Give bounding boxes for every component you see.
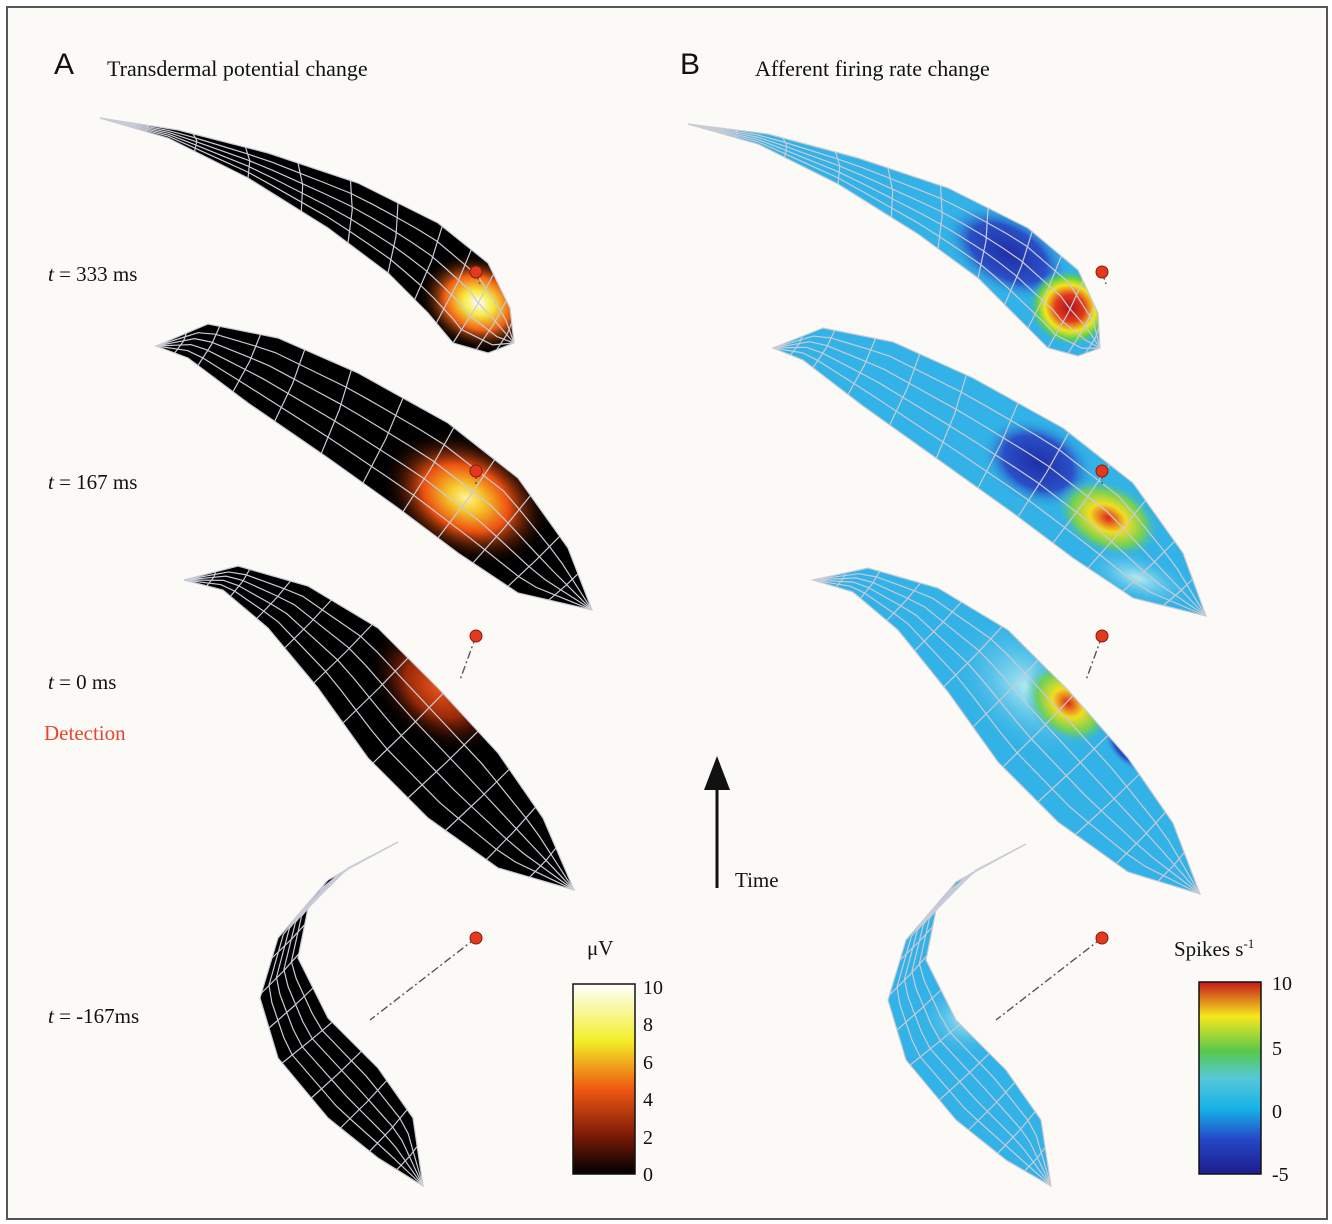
colorbar-a-unit: μV bbox=[587, 936, 614, 960]
time-label-0: t = 0 ms bbox=[48, 670, 117, 694]
colorbar-a-tick: 4 bbox=[643, 1089, 653, 1111]
fish-b-167 bbox=[771, 327, 1207, 617]
panel-b-title: Afferent firing rate change bbox=[755, 56, 990, 81]
colorbar-b-tick: 10 bbox=[1272, 973, 1292, 995]
fish-mesh-artwork bbox=[99, 117, 1262, 1188]
colorbar-a-tick: 8 bbox=[643, 1014, 653, 1036]
time-label-333: t = 333 ms bbox=[48, 262, 138, 286]
colorbar-a bbox=[572, 983, 636, 1175]
prey-dot bbox=[469, 931, 483, 945]
colorbar-a-tick: 6 bbox=[643, 1052, 653, 1074]
fish-a-167-mesh bbox=[154, 323, 593, 611]
time-label-minus167: t = -167ms bbox=[48, 1004, 140, 1028]
panel-a-letter: A bbox=[54, 48, 75, 81]
fish-b-minus167 bbox=[887, 843, 1052, 1188]
colorbar-a-tick: 10 bbox=[643, 977, 663, 999]
panel-b-letter: B bbox=[680, 48, 701, 81]
detection-label: Detection bbox=[44, 721, 126, 745]
prey-dot bbox=[469, 629, 483, 643]
prey-dot bbox=[469, 265, 483, 279]
fish-b-minus167-body bbox=[888, 844, 1051, 1186]
colorbar-a-tick: 0 bbox=[643, 1164, 653, 1186]
prey-dot bbox=[469, 464, 483, 478]
time-arrow-head bbox=[704, 756, 730, 790]
colorbar-b-tick: -5 bbox=[1272, 1164, 1289, 1186]
fish-b-0-mesh bbox=[810, 567, 1201, 895]
colorbar-b-tick: 5 bbox=[1272, 1038, 1282, 1060]
fish-b-333 bbox=[687, 123, 1101, 357]
time-label-167: t = 167 ms bbox=[48, 470, 138, 494]
prey-connector-line bbox=[995, 937, 1103, 1021]
time-arrow-label: Time bbox=[735, 868, 779, 892]
field-hotspot bbox=[1055, 477, 1161, 559]
prey-dot bbox=[1095, 265, 1109, 279]
prey-connector-line bbox=[369, 937, 477, 1021]
prey-dot bbox=[1095, 464, 1109, 478]
fish-a-minus167-body bbox=[260, 842, 423, 1186]
prey-connector-line bbox=[1085, 635, 1103, 681]
prey-dot bbox=[1095, 629, 1109, 643]
fish-a-minus167-mesh bbox=[259, 841, 424, 1188]
prey-dot bbox=[1095, 931, 1109, 945]
colorbar-b bbox=[1198, 981, 1262, 1175]
fish-a-0 bbox=[183, 565, 576, 891]
colorbar-b-tick: 0 bbox=[1272, 1101, 1282, 1123]
colorbar-b-unit: Spikes s-1 bbox=[1174, 936, 1255, 961]
fish-a-333 bbox=[99, 117, 515, 354]
fish-a-333-mesh bbox=[99, 117, 515, 354]
fish-a-167-body bbox=[156, 324, 592, 610]
fish-a-0-mesh bbox=[183, 565, 576, 891]
fish-a-0-body bbox=[184, 566, 574, 890]
fish-b-minus167-mesh bbox=[887, 843, 1052, 1188]
fish-a-minus167 bbox=[259, 841, 424, 1188]
colorbar-a-tick: 2 bbox=[643, 1127, 653, 1149]
fish-b-333-mesh bbox=[687, 123, 1101, 357]
panel-a-title: Transdermal potential change bbox=[107, 56, 368, 81]
figure-panel: A Transdermal potential change B Afferen… bbox=[6, 6, 1328, 1220]
prey-connector-line bbox=[459, 635, 477, 681]
fish-a-333-body bbox=[100, 118, 514, 353]
fish-b-0 bbox=[810, 567, 1201, 895]
fish-a-167 bbox=[154, 323, 593, 611]
